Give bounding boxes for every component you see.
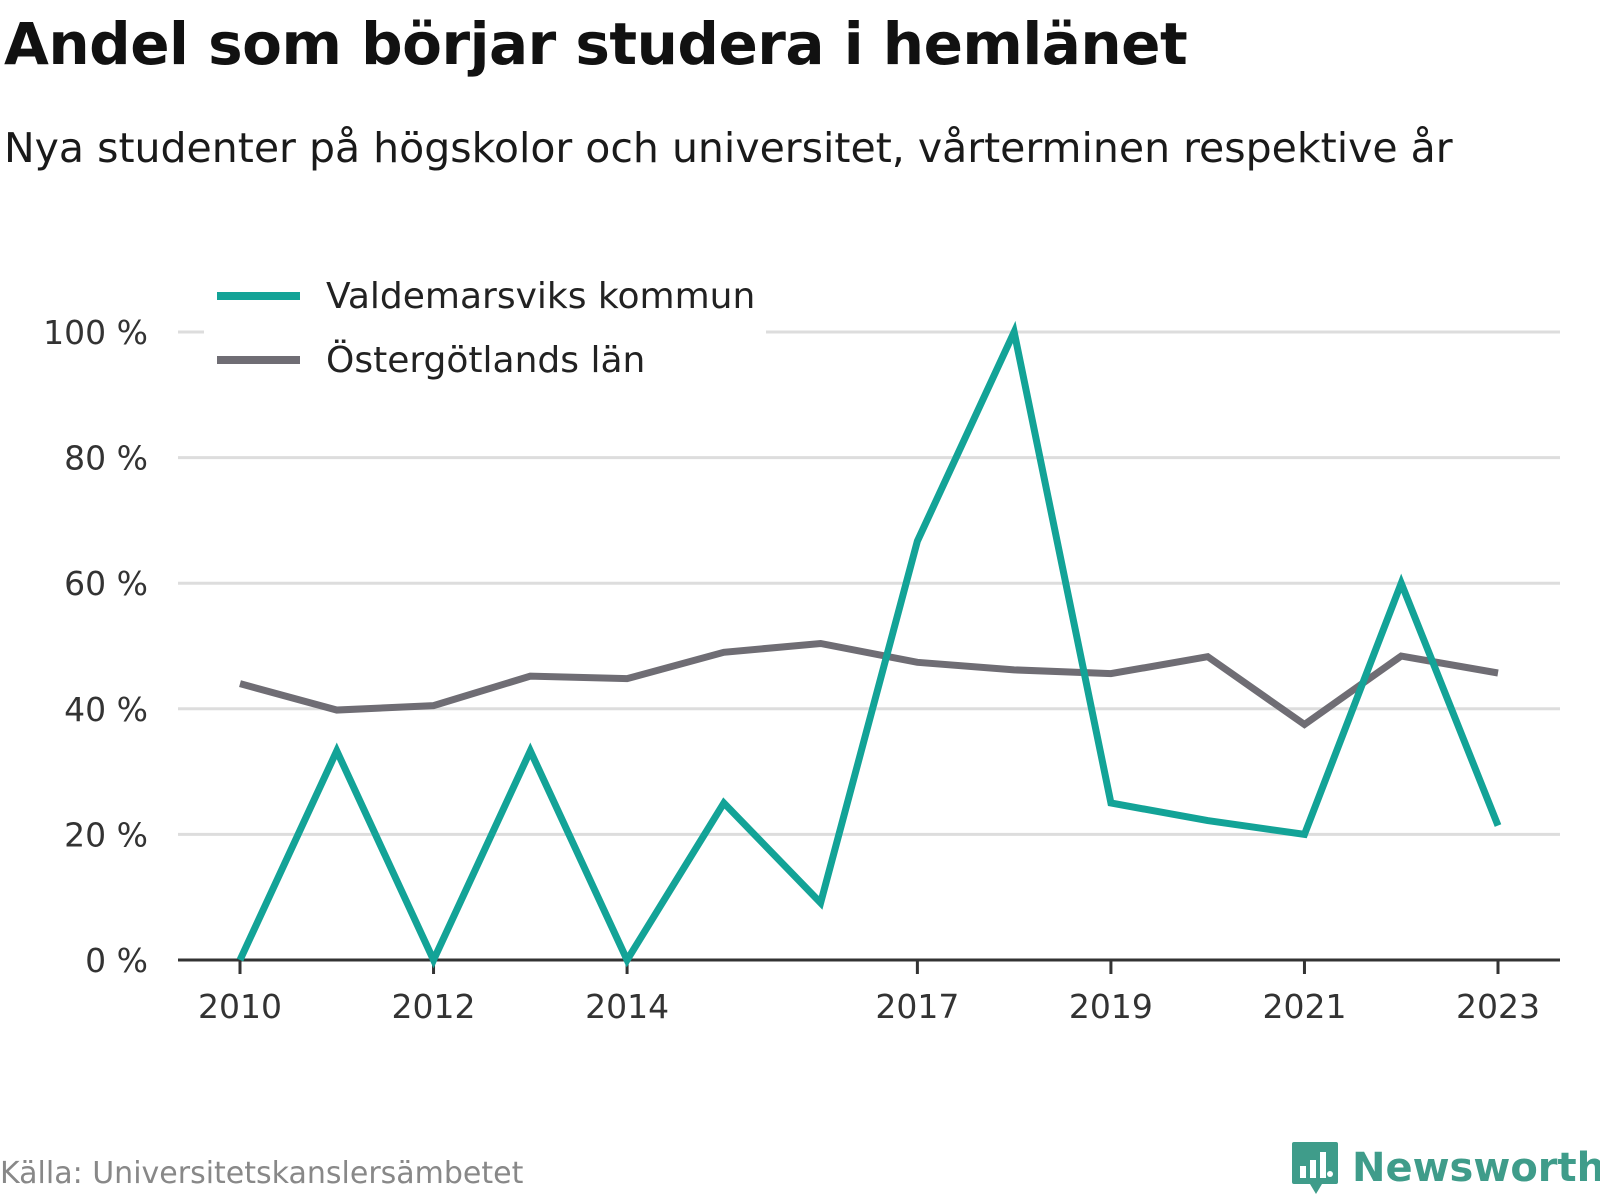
y-tick-label: 20 % (64, 815, 148, 854)
y-tick-label: 80 % (64, 439, 148, 478)
source-note: Källa: Universitetskanslersämbetet (0, 1156, 524, 1191)
gridlines (178, 330, 1560, 836)
chart-subtitle: Nya studenter på högskolor och universit… (4, 124, 1453, 172)
x-tick-label: 2010 (198, 987, 282, 1026)
x-tick-label: 2019 (1069, 987, 1153, 1026)
x-tick-label: 2012 (392, 987, 476, 1026)
chart-title: Andel som börjar studera i hemlänet (4, 10, 1188, 78)
x-tick-label: 2023 (1456, 987, 1540, 1026)
legend-label: Valdemarsviks kommun (326, 276, 755, 317)
y-tick-label: 0 % (85, 941, 148, 980)
brand-logo: Newsworthy (1290, 1140, 1600, 1196)
x-tick-label: 2017 (875, 987, 959, 1026)
brand-name: Newsworthy (1352, 1145, 1600, 1191)
legend-label: Östergötlands län (326, 339, 645, 381)
legend: Valdemarsviks kommun Östergötlands län (204, 270, 766, 381)
y-tick-label: 100 % (43, 313, 148, 352)
y-tick-label: 40 % (64, 690, 148, 729)
series-line (239, 639, 1499, 729)
y-tick-label: 60 % (64, 564, 148, 603)
x-tick-label: 2021 (1262, 987, 1346, 1026)
bar-chart-speech-bubble-icon (1292, 1142, 1338, 1194)
series-lines (236, 320, 1502, 969)
x-axis: 2010 2012 2014 2017 2019 2021 2023 (178, 958, 1560, 1026)
legend-background (204, 270, 766, 334)
series-line (236, 320, 1502, 969)
y-axis-ticks: 0 % 20 % 40 % 60 % 80 % 100 % (43, 313, 148, 980)
line-chart: 0 %20 %40 %60 %80 %100 % 2010 2012 2014 201… (43, 270, 1560, 1026)
x-tick-label: 2014 (585, 987, 669, 1026)
